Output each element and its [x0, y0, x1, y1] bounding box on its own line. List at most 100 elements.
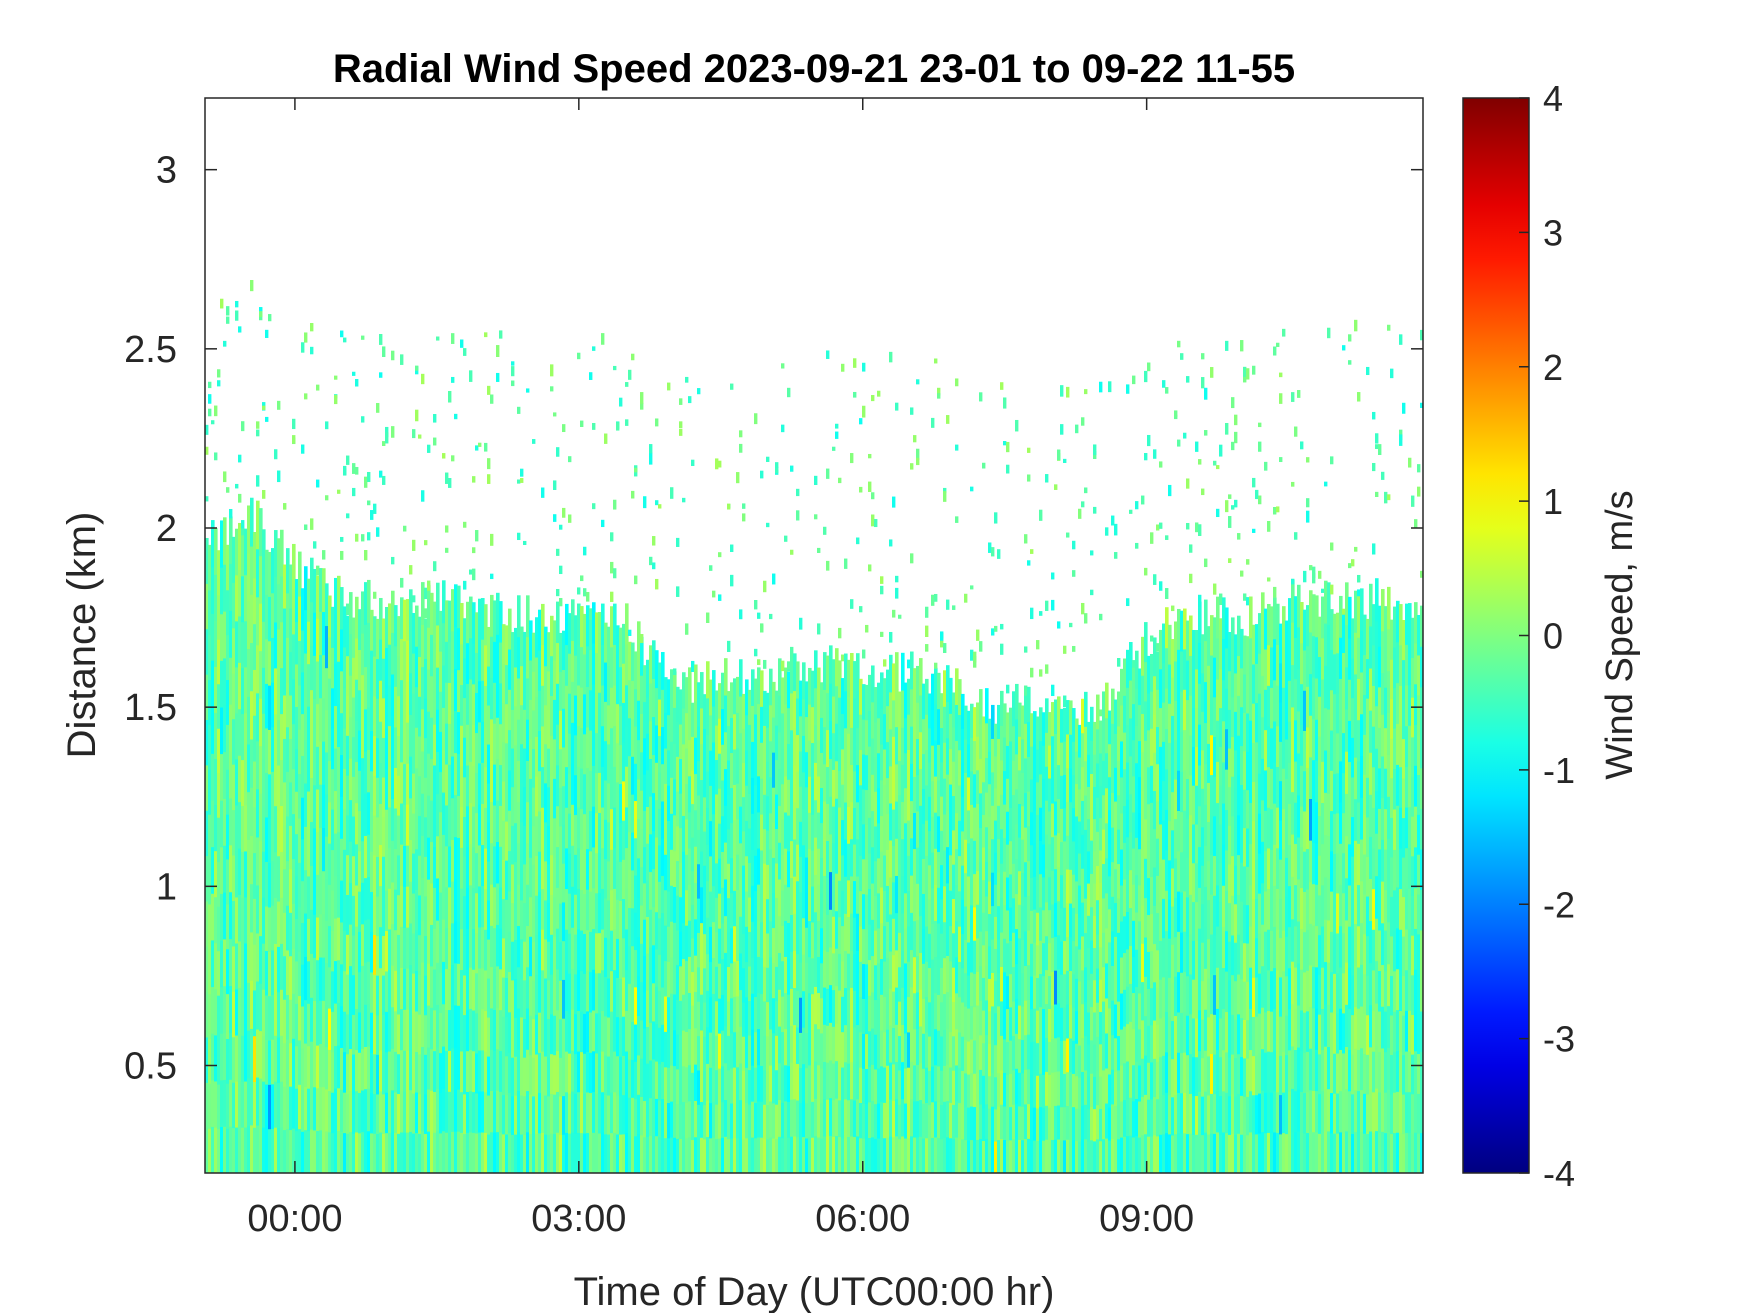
heatmap-cell [760, 1029, 764, 1066]
heatmap-cell [265, 994, 269, 1041]
heatmap-cell [589, 931, 593, 973]
heatmap-cell [1120, 1136, 1124, 1173]
heatmap-cell [520, 899, 524, 940]
heatmap-cell [1084, 1069, 1088, 1105]
heatmap-cell [769, 1028, 773, 1066]
heatmap-cell [592, 1009, 596, 1052]
heatmap-cell [361, 632, 365, 676]
heatmap-cell [973, 773, 977, 808]
heatmap-cell [718, 683, 722, 719]
heatmap-cell [526, 1049, 530, 1092]
heatmap-cell [670, 885, 674, 922]
heatmap-cell [1111, 1138, 1115, 1173]
heatmap-cell [1108, 1139, 1112, 1173]
heatmap-cell [256, 596, 260, 646]
heatmap-cell [1069, 700, 1073, 735]
heatmap-cell [244, 988, 248, 1036]
heatmap-cell [904, 1102, 908, 1139]
heatmap-cell [355, 1049, 359, 1092]
heatmap-cell [301, 1131, 305, 1173]
heatmap-cell [580, 1132, 584, 1173]
heatmap-cell [487, 1055, 491, 1096]
heatmap-cell [769, 956, 773, 994]
heatmap-cell [679, 398, 683, 405]
heatmap-cell [961, 762, 965, 798]
heatmap-cell [919, 1099, 923, 1137]
heatmap-cell [769, 1100, 773, 1138]
heatmap-cell [754, 1137, 758, 1173]
heatmap-cell [646, 769, 650, 808]
heatmap-cell [1165, 647, 1169, 689]
heatmap-cell [205, 1127, 209, 1173]
heatmap-cell [901, 1135, 905, 1173]
heatmap-cell [379, 721, 383, 763]
heatmap-cell [382, 658, 386, 699]
heatmap-cell [460, 1091, 464, 1133]
heatmap-cell [805, 856, 809, 893]
heatmap-cell [379, 372, 383, 378]
heatmap-cell [844, 558, 848, 569]
heatmap-cell [853, 807, 857, 845]
heatmap-cell [682, 1101, 686, 1138]
heatmap-cell [757, 956, 761, 994]
heatmap-cell [247, 934, 251, 983]
heatmap-cell [925, 890, 929, 927]
heatmap-cell [1132, 848, 1136, 885]
heatmap-cell [739, 1062, 743, 1101]
heatmap-cell [1162, 1016, 1166, 1056]
heatmap-cell [715, 966, 719, 1002]
heatmap-cell [1012, 863, 1016, 899]
heatmap-cell [781, 1137, 785, 1173]
heatmap-cell [952, 692, 956, 728]
heatmap-cell [361, 591, 365, 634]
heatmap-cell [1042, 909, 1046, 944]
heatmap-cell [421, 666, 425, 710]
heatmap-cell [433, 724, 437, 766]
heatmap-cell [640, 828, 644, 868]
heatmap-cell [910, 553, 914, 564]
heatmap-cell [343, 1011, 347, 1053]
heatmap-cell [1150, 1024, 1154, 1063]
heatmap-cell [667, 926, 671, 962]
heatmap-cell [415, 889, 419, 931]
heatmap-cell [388, 644, 392, 686]
heatmap-cell [328, 966, 332, 1009]
heatmap-cell [874, 1103, 878, 1139]
heatmap-cell [355, 596, 359, 639]
heatmap-cell [706, 1026, 710, 1064]
heatmap-cell [226, 589, 230, 636]
heatmap-cell [583, 1013, 587, 1054]
heatmap-cell [385, 1132, 389, 1173]
heatmap-cell [1114, 767, 1118, 802]
heatmap-cell [445, 845, 449, 888]
heatmap-cell [829, 833, 833, 873]
heatmap-cell [979, 1069, 983, 1105]
heatmap-cell [544, 782, 548, 823]
heatmap-cell [382, 441, 386, 446]
heatmap-cell [1129, 945, 1133, 984]
heatmap-cell [976, 1139, 980, 1173]
heatmap-cell [1075, 880, 1079, 914]
heatmap-cell [472, 1009, 476, 1052]
heatmap-cell [805, 1067, 809, 1104]
heatmap-cell [493, 600, 497, 642]
heatmap-cell [460, 602, 464, 645]
heatmap-cell [688, 1028, 692, 1066]
heatmap-cell [970, 1038, 974, 1074]
heatmap-cell [403, 845, 407, 887]
heatmap-cell [388, 806, 392, 849]
heatmap-cell [1030, 975, 1034, 1010]
heatmap-cell [271, 548, 275, 594]
heatmap-cell [1036, 1075, 1040, 1109]
heatmap-cell [451, 333, 455, 344]
heatmap-cell [583, 588, 587, 597]
heatmap-cell [442, 1003, 446, 1047]
heatmap-cell [793, 1061, 797, 1100]
heatmap-cell [577, 1050, 581, 1093]
heatmap-cell [676, 721, 680, 757]
heatmap-cell [664, 1066, 668, 1103]
heatmap-cell [1165, 387, 1169, 394]
heatmap-cell [223, 798, 227, 846]
heatmap-cell [478, 442, 482, 447]
heatmap-cell [355, 637, 359, 680]
